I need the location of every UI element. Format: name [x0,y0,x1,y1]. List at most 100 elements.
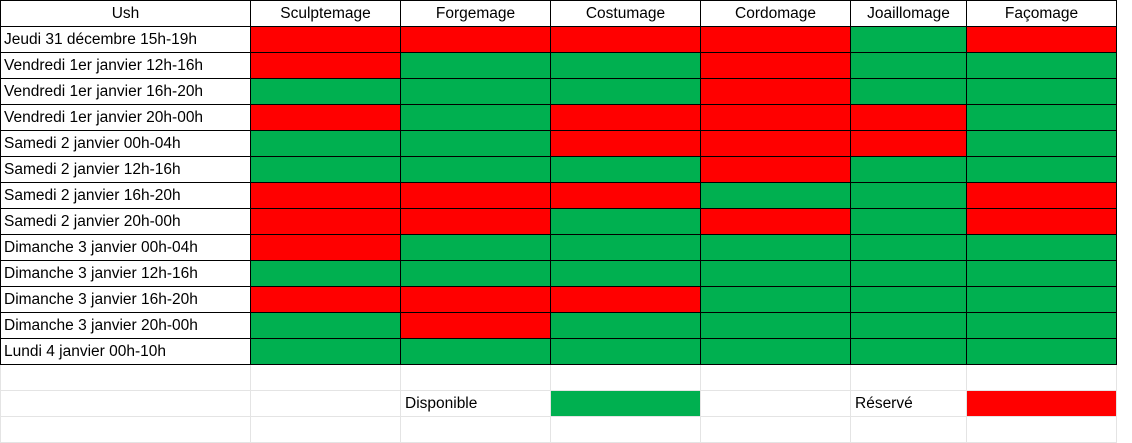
status-cell-forgemage[interactable] [400,286,551,313]
empty-cell[interactable] [700,390,851,417]
row-label[interactable]: Dimanche 3 janvier 12h-16h [0,260,251,287]
status-cell-sculptemage[interactable] [250,130,401,157]
status-cell-joaillomage[interactable] [850,338,967,365]
empty-cell[interactable] [700,364,851,391]
status-cell-faconmage[interactable] [966,260,1117,287]
col-header-joaillomage[interactable]: Joaillomage [850,0,967,27]
status-cell-costumage[interactable] [550,104,701,131]
status-cell-forgemage[interactable] [400,130,551,157]
status-cell-costumage[interactable] [550,130,701,157]
row-label[interactable]: Jeudi 31 décembre 15h-19h [0,26,251,53]
status-cell-costumage[interactable] [550,78,701,105]
status-cell-faconmage[interactable] [966,52,1117,79]
status-cell-joaillomage[interactable] [850,104,967,131]
row-label[interactable]: Dimanche 3 janvier 20h-00h [0,312,251,339]
status-cell-costumage[interactable] [550,234,701,261]
status-cell-costumage[interactable] [550,26,701,53]
empty-cell[interactable] [0,416,251,443]
status-cell-costumage[interactable] [550,52,701,79]
status-cell-sculptemage[interactable] [250,312,401,339]
row-label[interactable]: Samedi 2 janvier 12h-16h [0,156,251,183]
status-cell-joaillomage[interactable] [850,260,967,287]
row-label[interactable]: Samedi 2 janvier 16h-20h [0,182,251,209]
status-cell-cordomage[interactable] [700,286,851,313]
status-cell-joaillomage[interactable] [850,286,967,313]
status-cell-sculptemage[interactable] [250,104,401,131]
status-cell-forgemage[interactable] [400,260,551,287]
status-cell-costumage[interactable] [550,208,701,235]
status-cell-cordomage[interactable] [700,182,851,209]
status-cell-faconmage[interactable] [966,130,1117,157]
status-cell-cordomage[interactable] [700,52,851,79]
status-cell-faconmage[interactable] [966,156,1117,183]
status-cell-forgemage[interactable] [400,234,551,261]
status-cell-cordomage[interactable] [700,338,851,365]
legend-reserved-swatch[interactable] [966,390,1117,417]
empty-cell[interactable] [250,390,401,417]
status-cell-forgemage[interactable] [400,156,551,183]
empty-cell[interactable] [850,416,967,443]
status-cell-sculptemage[interactable] [250,338,401,365]
status-cell-costumage[interactable] [550,286,701,313]
row-label[interactable]: Vendredi 1er janvier 20h-00h [0,104,251,131]
status-cell-sculptemage[interactable] [250,182,401,209]
legend-available-label[interactable]: Disponible [400,390,551,417]
row-label[interactable]: Samedi 2 janvier 20h-00h [0,208,251,235]
status-cell-sculptemage[interactable] [250,78,401,105]
status-cell-faconmage[interactable] [966,208,1117,235]
status-cell-costumage[interactable] [550,312,701,339]
empty-cell[interactable] [700,416,851,443]
status-cell-forgemage[interactable] [400,52,551,79]
empty-cell[interactable] [0,390,251,417]
status-cell-joaillomage[interactable] [850,208,967,235]
status-cell-cordomage[interactable] [700,208,851,235]
empty-cell[interactable] [400,364,551,391]
empty-cell[interactable] [850,364,967,391]
row-label[interactable]: Dimanche 3 janvier 00h-04h [0,234,251,261]
col-header-cordomage[interactable]: Cordomage [700,0,851,27]
status-cell-forgemage[interactable] [400,26,551,53]
status-cell-costumage[interactable] [550,338,701,365]
status-cell-faconmage[interactable] [966,234,1117,261]
empty-cell[interactable] [0,364,251,391]
status-cell-joaillomage[interactable] [850,156,967,183]
status-cell-faconmage[interactable] [966,26,1117,53]
status-cell-sculptemage[interactable] [250,234,401,261]
status-cell-faconmage[interactable] [966,182,1117,209]
status-cell-forgemage[interactable] [400,338,551,365]
empty-cell[interactable] [400,416,551,443]
legend-reserved-label[interactable]: Réservé [850,390,967,417]
empty-cell[interactable] [550,364,701,391]
status-cell-joaillomage[interactable] [850,312,967,339]
status-cell-forgemage[interactable] [400,312,551,339]
status-cell-costumage[interactable] [550,156,701,183]
status-cell-sculptemage[interactable] [250,208,401,235]
empty-cell[interactable] [966,364,1117,391]
empty-cell[interactable] [966,416,1117,443]
col-header-forgemage[interactable]: Forgemage [400,0,551,27]
status-cell-cordomage[interactable] [700,312,851,339]
status-cell-faconmage[interactable] [966,286,1117,313]
status-cell-cordomage[interactable] [700,104,851,131]
status-cell-forgemage[interactable] [400,78,551,105]
status-cell-cordomage[interactable] [700,260,851,287]
status-cell-cordomage[interactable] [700,26,851,53]
empty-cell[interactable] [550,416,701,443]
status-cell-costumage[interactable] [550,260,701,287]
status-cell-sculptemage[interactable] [250,156,401,183]
status-cell-sculptemage[interactable] [250,26,401,53]
status-cell-cordomage[interactable] [700,78,851,105]
status-cell-sculptemage[interactable] [250,52,401,79]
status-cell-cordomage[interactable] [700,234,851,261]
status-cell-joaillomage[interactable] [850,182,967,209]
row-label[interactable]: Lundi 4 janvier 00h-10h [0,338,251,365]
row-label[interactable]: Dimanche 3 janvier 16h-20h [0,286,251,313]
status-cell-faconmage[interactable] [966,338,1117,365]
status-cell-joaillomage[interactable] [850,78,967,105]
status-cell-cordomage[interactable] [700,156,851,183]
row-label[interactable]: Vendredi 1er janvier 16h-20h [0,78,251,105]
status-cell-joaillomage[interactable] [850,234,967,261]
status-cell-joaillomage[interactable] [850,26,967,53]
status-cell-forgemage[interactable] [400,104,551,131]
status-cell-faconmage[interactable] [966,78,1117,105]
